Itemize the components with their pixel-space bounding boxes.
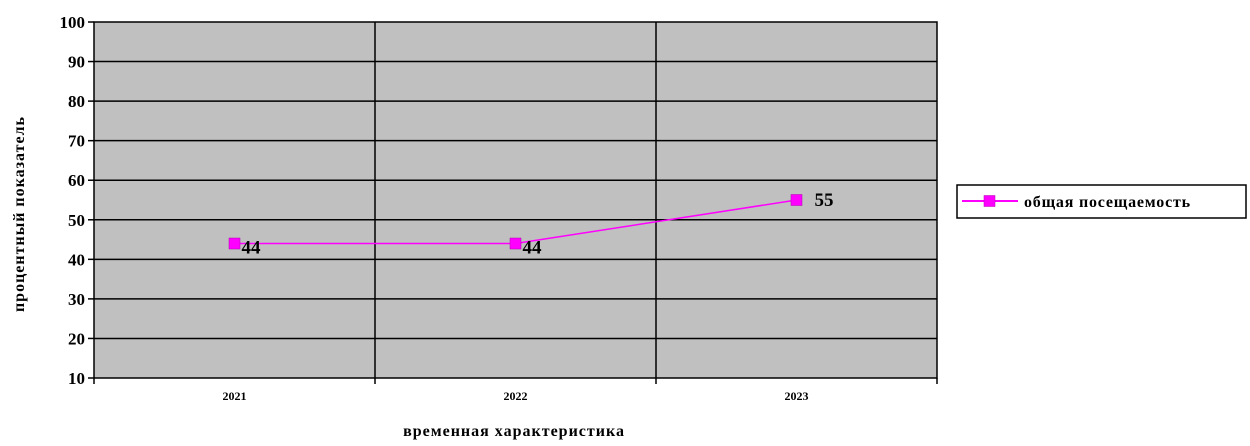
x-tick-label: 2023	[785, 389, 809, 403]
y-tick-label: 50	[68, 211, 85, 230]
data-label: 44	[242, 238, 262, 259]
x-tick-label: 2022	[504, 389, 528, 403]
legend-marker-swatch	[983, 195, 996, 207]
y-tick-label: 90	[68, 53, 85, 72]
gridlines	[94, 22, 937, 384]
series-layer	[228, 194, 803, 250]
data-label: 44	[523, 238, 543, 259]
y-tick-label: 60	[68, 171, 85, 190]
y-tick-label: 100	[60, 13, 86, 32]
x-axis-title: временная характеристика	[403, 423, 625, 440]
data-labels: 44 44 55	[242, 190, 834, 259]
y-tick-label: 70	[68, 132, 85, 151]
data-point-marker	[228, 237, 241, 250]
data-label: 55	[815, 190, 834, 211]
x-tick-label: 2021	[223, 389, 247, 403]
legend-label: общая посещаемость	[1024, 194, 1191, 211]
y-tick-label: 10	[68, 369, 85, 388]
y-tick-label: 20	[68, 329, 85, 348]
x-axis-ticks: 2021 2022 2023	[93, 378, 938, 403]
plot-area	[93, 21, 938, 379]
y-axis-title: процентный показатель	[11, 116, 28, 312]
y-tick-label: 30	[68, 290, 85, 309]
y-axis-ticks: 10 20 30 40 50 60 70 80 90 100	[60, 13, 94, 388]
y-tick-label: 40	[68, 250, 85, 269]
data-point-marker	[790, 194, 803, 206]
legend: общая посещаемость	[956, 184, 1247, 219]
y-tick-label: 80	[68, 92, 85, 111]
data-point-marker	[509, 237, 522, 250]
